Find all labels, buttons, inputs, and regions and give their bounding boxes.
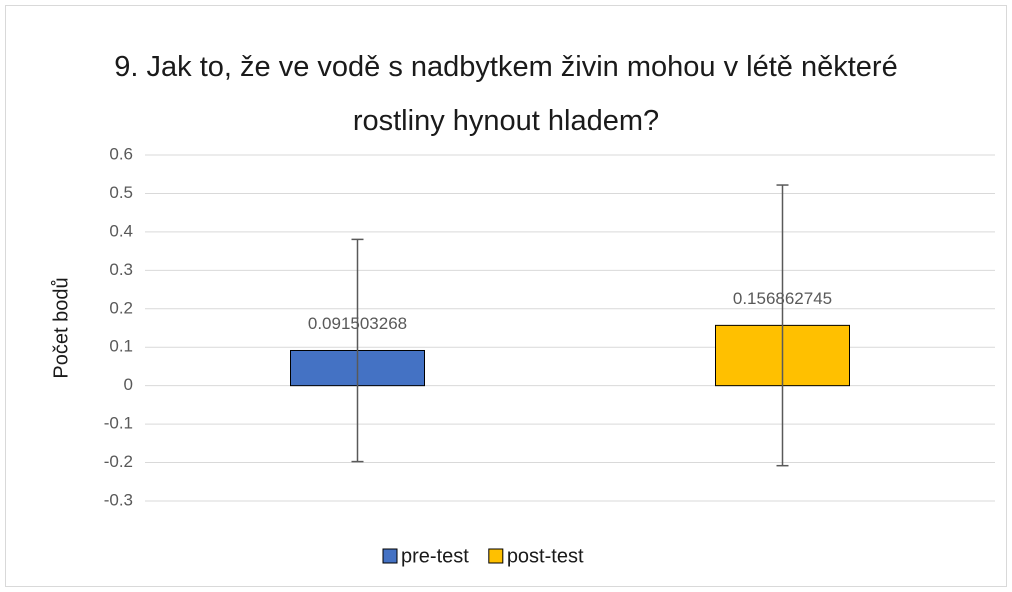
y-tick-label: 0.3 [109,260,133,279]
legend-swatch [488,548,504,564]
chart-border [5,5,1007,587]
y-tick-label: 0.6 [109,144,133,163]
legend-label: post-test [507,545,584,567]
legend-label: pre-test [401,545,469,567]
y-tick-label: -0.3 [104,490,133,509]
y-tick-label: 0.5 [109,183,133,202]
y-tick-label: -0.1 [104,414,133,433]
y-tick-label: -0.2 [104,452,133,471]
y-tick-label: 0.4 [109,221,133,240]
y-tick-label: 0.1 [109,337,133,356]
chart-title: 9. Jak to, že ve vodě s nadbytkem živin … [114,51,898,137]
legend-swatch [382,548,398,564]
y-tick-label: 0 [124,375,133,394]
y-axis-label: Počet bodů [50,277,72,378]
y-tick-label: 0.2 [109,298,133,317]
